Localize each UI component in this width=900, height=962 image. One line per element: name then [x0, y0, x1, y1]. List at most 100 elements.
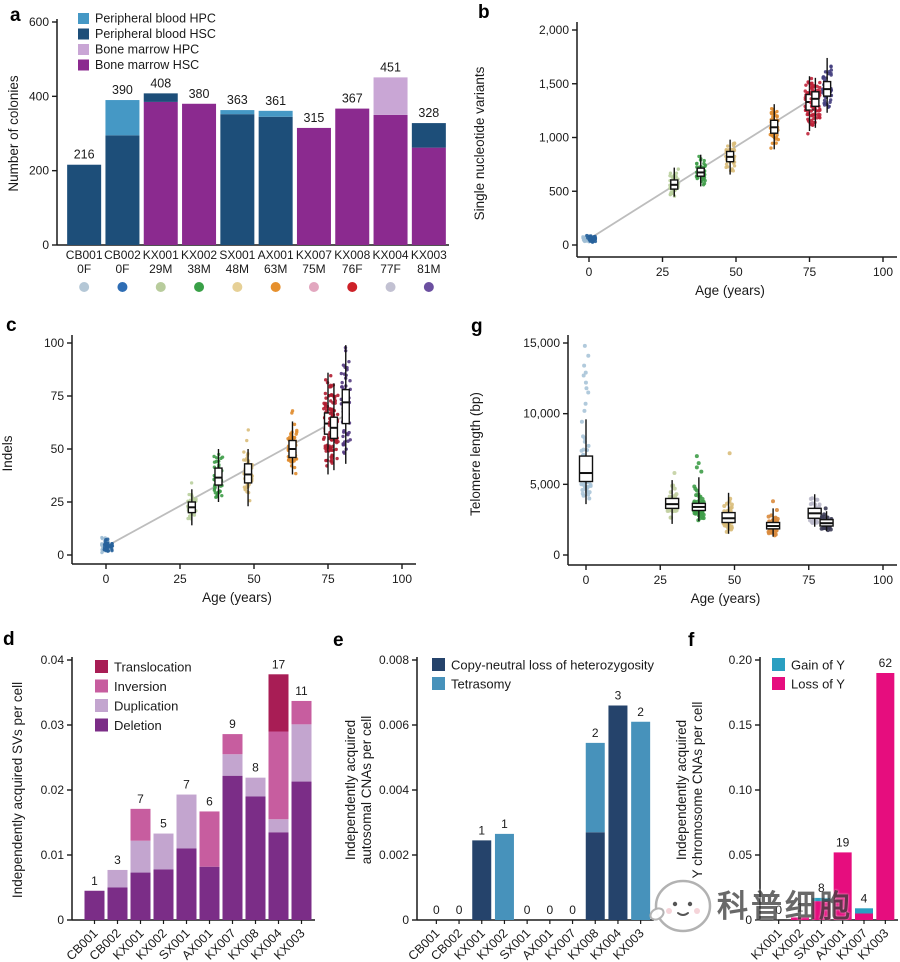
bar-value-label: 0 [569, 903, 576, 917]
axes: 0 500 1,000 1,500 2,000 0 25 50 75 100 Age (years) [539, 22, 897, 298]
cell-mascot-icon [649, 879, 712, 933]
donor-id-label: KX003 [411, 248, 447, 262]
data-point [582, 239, 587, 244]
outlier-point [290, 409, 295, 413]
legend-label: Tetrasomy [451, 677, 511, 692]
y-axis-label: Independently acquired SVs per cell [10, 682, 25, 898]
bar-value-label: 3 [114, 853, 121, 867]
bar-segment [291, 724, 312, 782]
data-point [214, 495, 218, 499]
cluster-KX004 [807, 494, 822, 527]
bar-value-label: 0 [547, 903, 554, 917]
data-point [829, 64, 833, 68]
data-point [701, 516, 706, 521]
x-axis-label: Age (years) [202, 590, 272, 605]
outlier-point [583, 370, 588, 375]
outlier-point [245, 438, 249, 443]
x-tick-label: 100 [392, 572, 412, 586]
panel-label-d: d [3, 629, 15, 650]
bar-segment [222, 775, 243, 920]
data-point [667, 494, 672, 499]
donor-color-dot [155, 282, 166, 292]
data-point [818, 116, 822, 120]
regression-line [588, 88, 828, 240]
data-point [702, 161, 706, 166]
data-point [814, 519, 819, 524]
donor-id-label: KX002 [181, 248, 217, 262]
data-point [323, 378, 328, 382]
donor-color-dot [385, 282, 396, 292]
data-point [775, 133, 779, 137]
bar-segment [258, 116, 293, 246]
legend: Translocation Inversion Duplication Deletio… [95, 660, 192, 733]
bar-value-label: 0 [524, 903, 531, 917]
data-point [580, 491, 585, 496]
data-point [329, 374, 333, 378]
data-point [108, 543, 113, 548]
y-tick-label: 10,000 [523, 407, 560, 421]
data-point [336, 439, 340, 444]
bar-value-label: 315 [304, 111, 325, 125]
data-point [724, 529, 729, 534]
data-point [328, 448, 332, 452]
data-point [581, 447, 586, 452]
outlier-point [581, 373, 586, 378]
data-point [323, 401, 328, 406]
data-point [347, 359, 351, 364]
legend-swatch [95, 718, 108, 732]
donor-color-dot [308, 282, 319, 292]
axes: 0 0.05 0.10 0.15 0.20 [729, 653, 898, 927]
legend-swatch [432, 677, 445, 690]
data-point [668, 171, 673, 175]
bar-value-label: 7 [183, 778, 190, 792]
data-point [580, 488, 585, 493]
legend-swatch [95, 679, 108, 693]
data-point [329, 459, 333, 463]
data-point [348, 379, 352, 383]
bar-segment [105, 100, 140, 136]
data-point [192, 513, 197, 517]
bar-segment [291, 781, 312, 920]
data-point [286, 458, 291, 462]
y-tick-label: 100 [44, 336, 64, 350]
data-point [702, 181, 707, 186]
bar-segment [608, 705, 628, 920]
y-tick-label: 0.03 [41, 718, 65, 732]
bar-value-label: 8 [818, 881, 825, 895]
bar-value-label: 0 [456, 903, 463, 917]
x-tick-label: 0 [103, 572, 110, 586]
x-tick-label: 75 [321, 572, 335, 586]
y-tick-label: 0 [42, 238, 49, 252]
bar-value-label: 328 [418, 106, 439, 120]
donor-color-dot [79, 282, 90, 292]
data-point [104, 548, 108, 553]
y-axis-label: Single nucleotide variants [472, 66, 487, 220]
cluster-AX001 [765, 499, 781, 538]
y-tick-label: 2,000 [539, 23, 569, 37]
data-point [828, 98, 833, 102]
y-tick-label: 0.02 [41, 783, 65, 797]
data-point [775, 115, 779, 119]
data-point [322, 435, 326, 440]
legend-swatch [95, 660, 108, 673]
bar-segment [335, 108, 370, 246]
outlier-point [823, 506, 828, 511]
data-point [248, 498, 252, 503]
data-point [726, 144, 730, 148]
outlier-point [586, 353, 591, 358]
legend-swatch [78, 28, 89, 40]
data-point [818, 108, 822, 113]
bar-segment [855, 913, 873, 920]
outlier-point [583, 380, 588, 385]
box [341, 388, 350, 425]
legend-label: Loss of Y [791, 677, 845, 692]
data-point [340, 380, 344, 385]
data-point [336, 393, 340, 398]
data-point [808, 496, 813, 501]
y-tick-label: 0.004 [379, 783, 409, 797]
y-tick-label: 0 [57, 548, 64, 562]
data-point [769, 530, 774, 535]
bar-segment [105, 135, 140, 245]
x-tick-label: 25 [173, 572, 187, 586]
